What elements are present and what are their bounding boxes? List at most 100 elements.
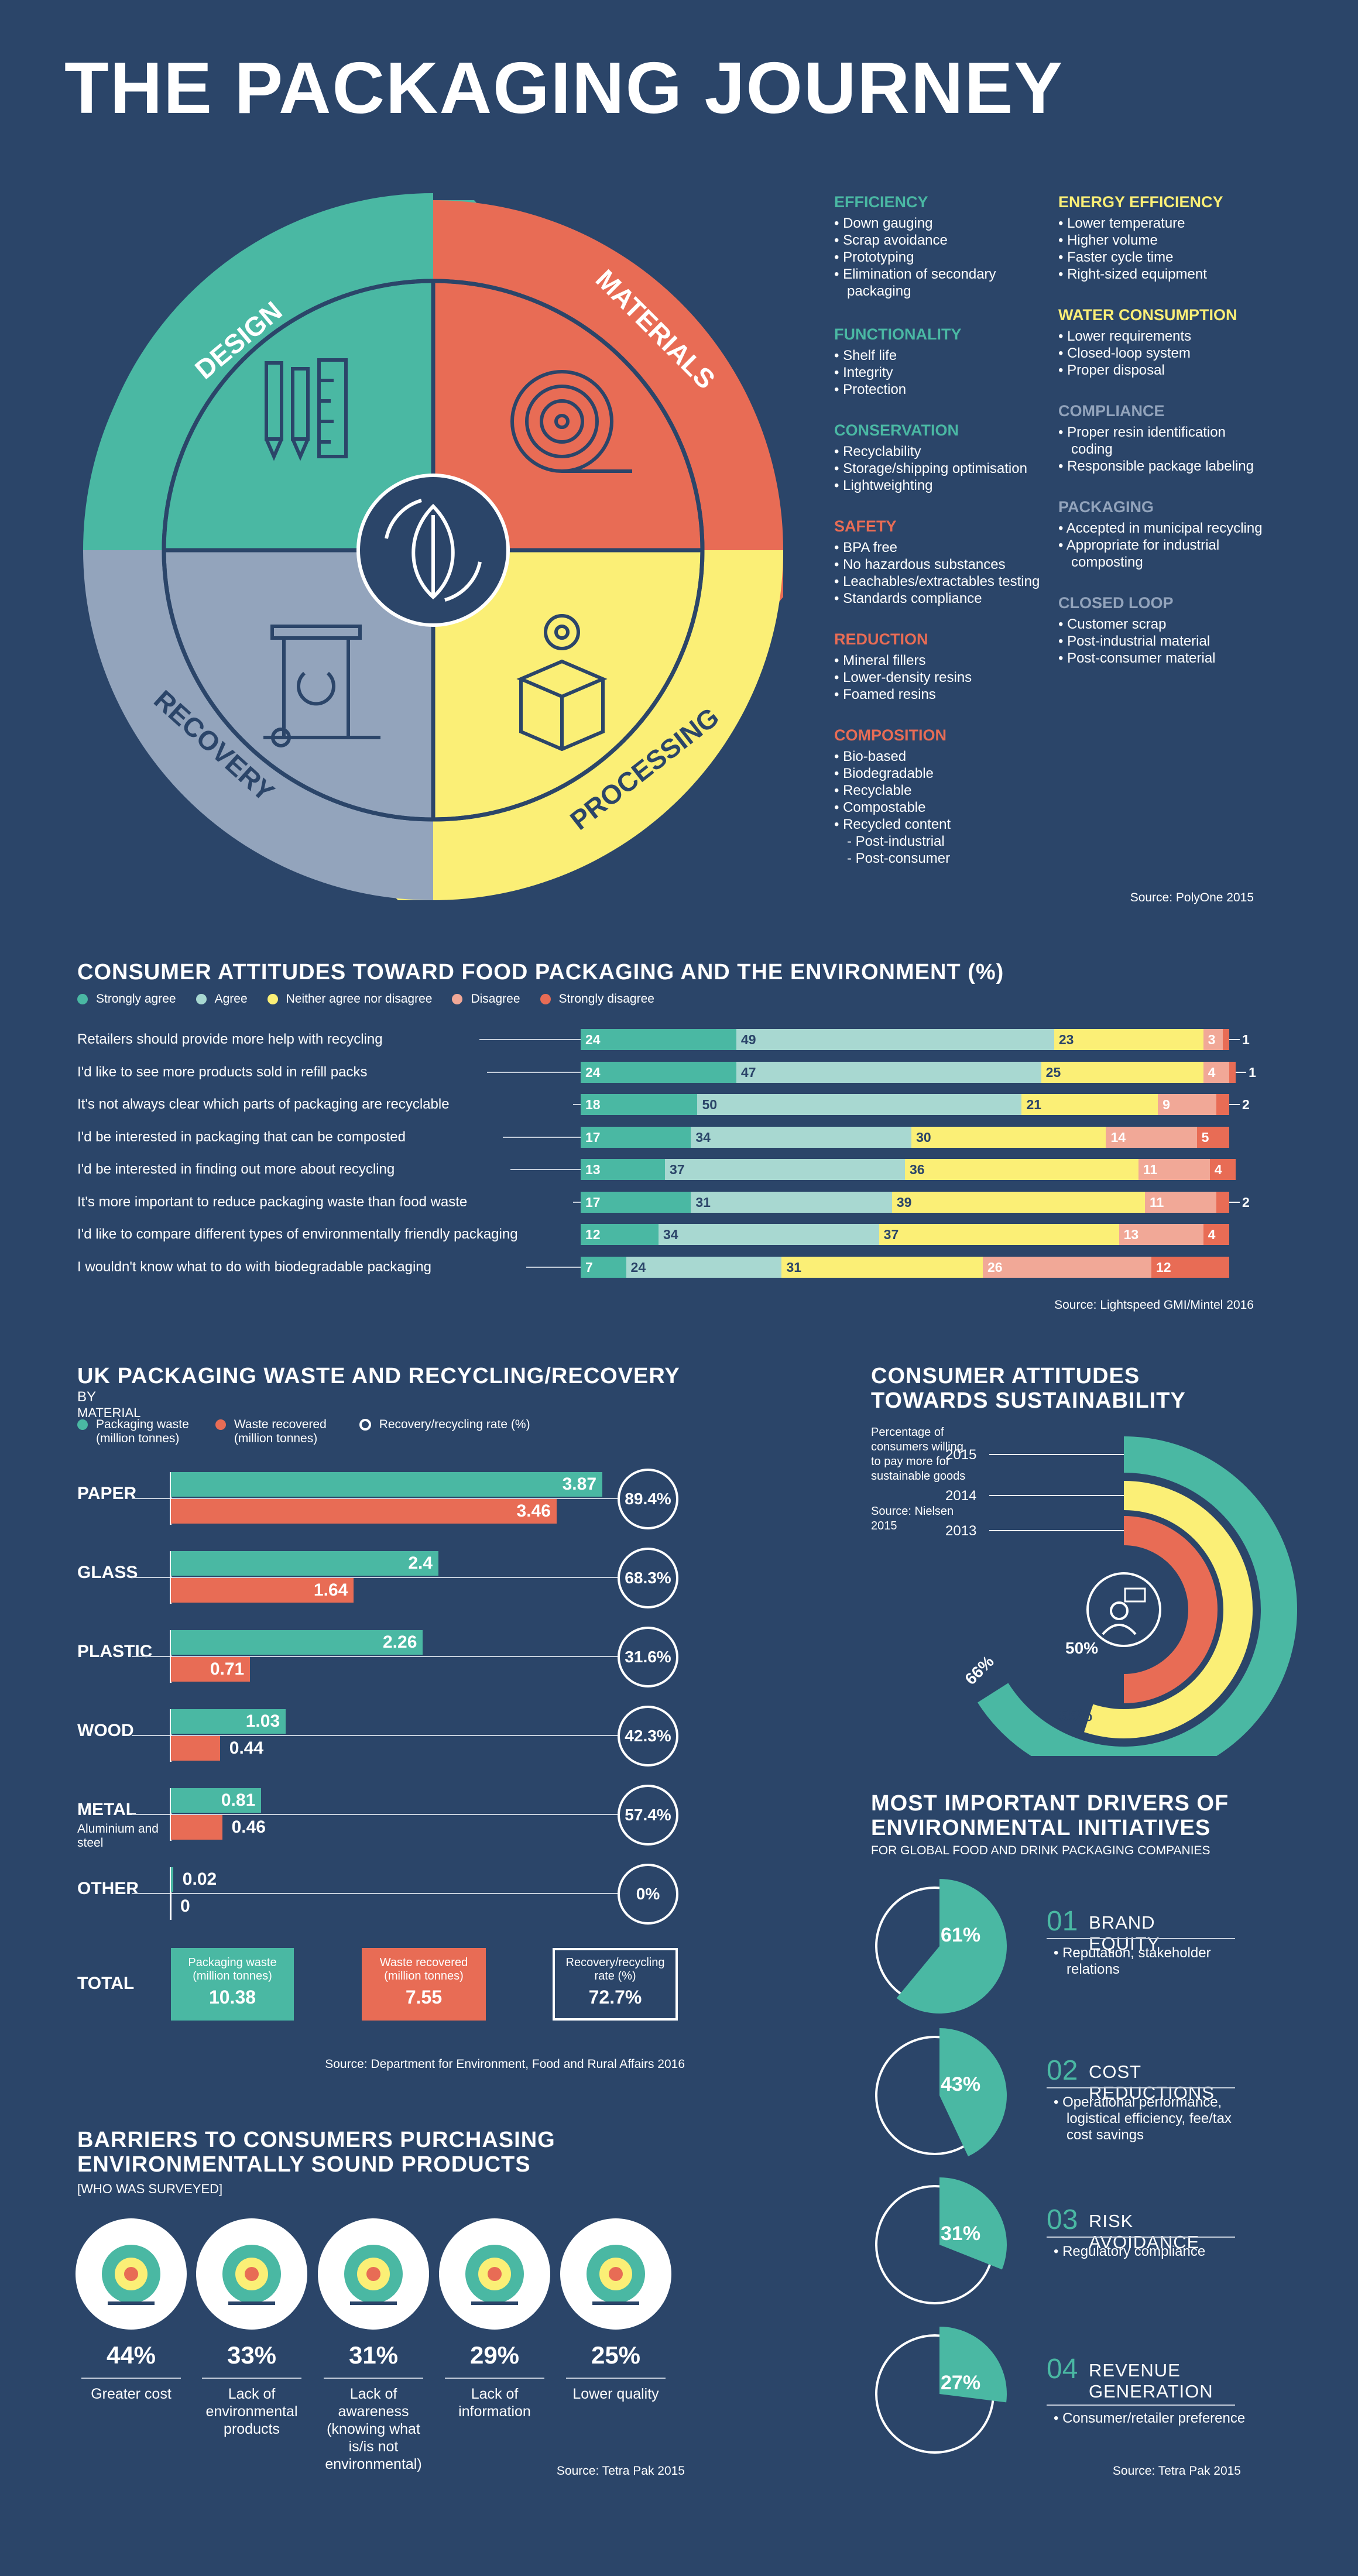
waste-axis-tick — [170, 1551, 172, 1604]
newspaper-icon — [439, 2218, 550, 2330]
barrier-percent: 31% — [348, 2341, 399, 2369]
barrier-label: Greater cost — [91, 2386, 172, 2402]
driver-pie-slice — [939, 2327, 1007, 2403]
benefit-list-heading: CLOSED LOOP — [1058, 594, 1174, 612]
total-value: 72.7% — [588, 1987, 642, 2008]
driver-pie — [875, 2177, 1007, 2304]
waste-bar — [171, 1736, 220, 1761]
total-packaging-waste: Packaging waste (million tonnes) 10.38 — [171, 1948, 294, 2021]
benefit-list-heading: SAFETY — [834, 517, 897, 535]
total-value: 7.55 — [405, 1987, 443, 2008]
attitude-bar-segment: 23 — [1054, 1029, 1203, 1050]
barrier-label: Lack of environmental products — [205, 2386, 298, 2437]
drivers-title-line2: ENVIRONMENTAL INITIATIVES — [871, 1816, 1211, 1840]
attitude-statement: I'd like to see more products sold in re… — [77, 1064, 368, 1080]
benefit-list-item: Post-industrial material — [1058, 633, 1269, 650]
benefit-list: CLOSED LOOP Customer scrapPost-industrial… — [1058, 594, 1269, 667]
connector-line — [502, 1136, 581, 1138]
waste-value-label: 0.46 — [231, 1817, 266, 1837]
attitude-bar-segment: 37 — [665, 1159, 905, 1180]
benefit-list-item: Lower-density resins — [834, 669, 1045, 686]
driver-percent: 43% — [941, 2073, 981, 2095]
benefit-list-item: Appropriate for industrial composting — [1058, 537, 1269, 571]
benefit-list-item: Standards compliance — [834, 590, 1045, 607]
total-label-text: Packaging waste (million tonnes) — [188, 1956, 277, 1982]
attitude-bar-segment: 21 — [1021, 1094, 1158, 1115]
attitude-value-label: 2 — [1242, 1194, 1250, 1210]
benefit-list: SAFETY BPA freeNo hazardous substancesLea… — [834, 517, 1045, 607]
benefit-list-item: Mineral fillers — [834, 652, 1045, 669]
pencil-ruler-icon — [265, 358, 348, 461]
legend-label: Strongly agree — [96, 992, 176, 1006]
driver-divider — [1047, 2405, 1235, 2406]
total-waste-recovered: Waste recovered (million tonnes) 7.55 — [362, 1948, 486, 2021]
attitude-bar-segment: 4 — [1203, 1061, 1229, 1083]
legend-swatch — [77, 994, 88, 1005]
benefit-list-item: Leachables/extractables testing — [834, 573, 1045, 590]
waste-bar — [171, 1867, 173, 1892]
driver-pie — [875, 1879, 1007, 2014]
benefit-list-heading: EFFICIENCY — [834, 193, 928, 211]
recovery-outer-segment — [83, 550, 433, 900]
benefit-list-item: Foamed resins — [834, 686, 1045, 703]
waste-axis-tick — [170, 1867, 172, 1920]
benefit-list: COMPLIANCE Proper resin identification co… — [1058, 402, 1269, 475]
waste-value-label: 3.46 — [516, 1501, 551, 1521]
benefit-list-item: Responsible package labeling — [1058, 458, 1269, 475]
waste-value-label: 2.4 — [408, 1553, 433, 1573]
legend-swatch — [359, 1419, 371, 1431]
waste-value-label: 2.26 — [383, 1632, 417, 1652]
box-gear-icon — [516, 614, 608, 752]
waste-category-label: PAPER — [77, 1484, 137, 1503]
connector-line — [573, 1104, 581, 1105]
waste-axis-tick — [170, 1472, 172, 1525]
benefit-list-heading: ENERGY EFFICIENCY — [1058, 193, 1223, 211]
total-rate: Recovery/recycling rate (%) 72.7% — [553, 1948, 678, 2021]
driver-percent: 61% — [941, 1924, 981, 1946]
waste-category-label: GLASS — [77, 1563, 138, 1582]
driver-number: 02 — [1047, 2055, 1078, 2086]
barrier-divider — [202, 2378, 301, 2379]
attitude-bar-segment — [1229, 1061, 1236, 1083]
driver-bullet: Reputation, stakeholder relations — [1054, 1945, 1260, 1978]
sustain-arc-2015 — [978, 1436, 1297, 1756]
barriers-source: Source: Tetra Pak 2015 — [556, 2464, 685, 2478]
waste-value-label: 1.64 — [313, 1580, 348, 1600]
legend-swatch — [77, 1419, 88, 1431]
driver-title-line2: GENERATION — [1089, 2381, 1213, 2402]
legend-label: Agree — [214, 992, 248, 1006]
attitudes-legend: Strongly agree Agree Neither agree nor dis… — [77, 992, 674, 1006]
benefit-list-item: Elimination of secondary packaging — [834, 266, 1045, 300]
benefit-list-item: Right-sized equipment — [1058, 266, 1269, 283]
barrier-percent: 44% — [106, 2341, 156, 2369]
attitudes-title: CONSUMER ATTITUDES TOWARD FOOD PACKAGING… — [77, 960, 1004, 985]
benefit-list-item: Down gauging — [834, 215, 1045, 232]
benefit-list-item: Shelf life — [834, 347, 1045, 364]
lightbulb-head-icon — [318, 2218, 429, 2330]
attitude-row: I wouldn't know what to do with biodegra… — [77, 1256, 1283, 1278]
driver-percent: 31% — [941, 2222, 981, 2245]
source-polyone: Source: PolyOne 2015 — [1130, 891, 1254, 904]
attitude-statement: It's not always clear which parts of pac… — [77, 1096, 450, 1112]
barriers-title-line2: ENVIRONMENTALLY SOUND PRODUCTS — [77, 2152, 531, 2177]
attitude-bar-segment: 24 — [581, 1061, 736, 1083]
benefit-list-item: Lower requirements — [1058, 328, 1269, 345]
attitude-value-label: 1 — [1242, 1032, 1250, 1047]
total-value: 10.38 — [208, 1987, 256, 2008]
attitude-bar-segment: 4 — [1209, 1159, 1236, 1180]
attitude-statement: I'd be interested in finding out more ab… — [77, 1161, 395, 1177]
waste-bar — [171, 1657, 251, 1682]
attitude-bar-segment: 14 — [1106, 1126, 1197, 1148]
waste-value-label: 0.81 — [221, 1790, 256, 1810]
legend-packaging-waste: Packaging waste (million tonnes) — [96, 1418, 189, 1445]
driver-divider — [1047, 1938, 1235, 1939]
benefit-list-item: Proper disposal — [1058, 362, 1269, 379]
benefit-list-heading: PACKAGING — [1058, 498, 1154, 516]
leader-line — [1229, 1201, 1240, 1203]
driver-bullet: Regulatory compliance — [1054, 2244, 1260, 2260]
waste-axis-tick — [170, 1788, 172, 1841]
benefit-list: CONSERVATION RecyclabilityStorage/shippin… — [834, 421, 1045, 494]
total-label: TOTAL — [77, 1974, 135, 1993]
benefit-list-item: Integrity — [834, 364, 1045, 381]
attitude-row: I'd like to compare different types of e… — [77, 1224, 1283, 1245]
